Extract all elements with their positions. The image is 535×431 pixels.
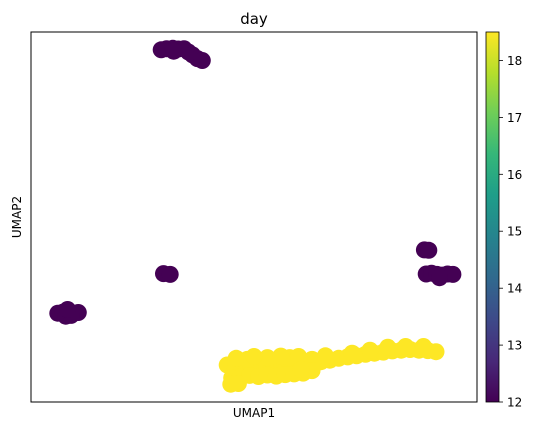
colorbar-ticks: 12 13 14 15 16 17 18 <box>499 54 522 410</box>
colorbar-tick-label: 18 <box>507 54 522 68</box>
scatter-point <box>292 360 310 378</box>
scatter-point <box>229 375 247 392</box>
colorbar-tick-label: 15 <box>507 225 522 239</box>
scatter-point <box>361 341 379 359</box>
plot-frame <box>30 31 478 403</box>
scatter-point <box>161 265 179 283</box>
scatter-point <box>290 348 308 365</box>
scatter-points <box>49 39 462 393</box>
colorbar-tick-label: 17 <box>507 111 522 125</box>
scatter-point <box>258 349 276 367</box>
colorbar-tick-label: 13 <box>507 339 522 353</box>
scatter-point <box>165 42 183 60</box>
scatter-point <box>415 338 432 355</box>
scatter-point <box>343 344 361 362</box>
x-axis-label: UMAP1 <box>233 406 275 420</box>
colorbar-tick-label: 12 <box>507 396 522 410</box>
scatter-point <box>59 301 77 318</box>
colorbar <box>485 31 500 403</box>
scatter-point <box>379 338 397 356</box>
colorbar-tick-label: 14 <box>507 282 522 296</box>
scatter-point <box>420 241 438 259</box>
chart-title: day <box>240 10 268 28</box>
scatter-point <box>193 52 211 69</box>
scatter-point <box>272 347 290 365</box>
y-axis-label: UMAP2 <box>10 196 24 238</box>
scatter-point <box>227 349 245 367</box>
scatter-point <box>397 338 415 355</box>
scatter-point <box>431 269 448 287</box>
scatter-point <box>245 348 263 365</box>
scatter-point <box>316 347 334 365</box>
scatter-point <box>444 265 462 283</box>
colorbar-tick-label: 16 <box>507 168 522 182</box>
